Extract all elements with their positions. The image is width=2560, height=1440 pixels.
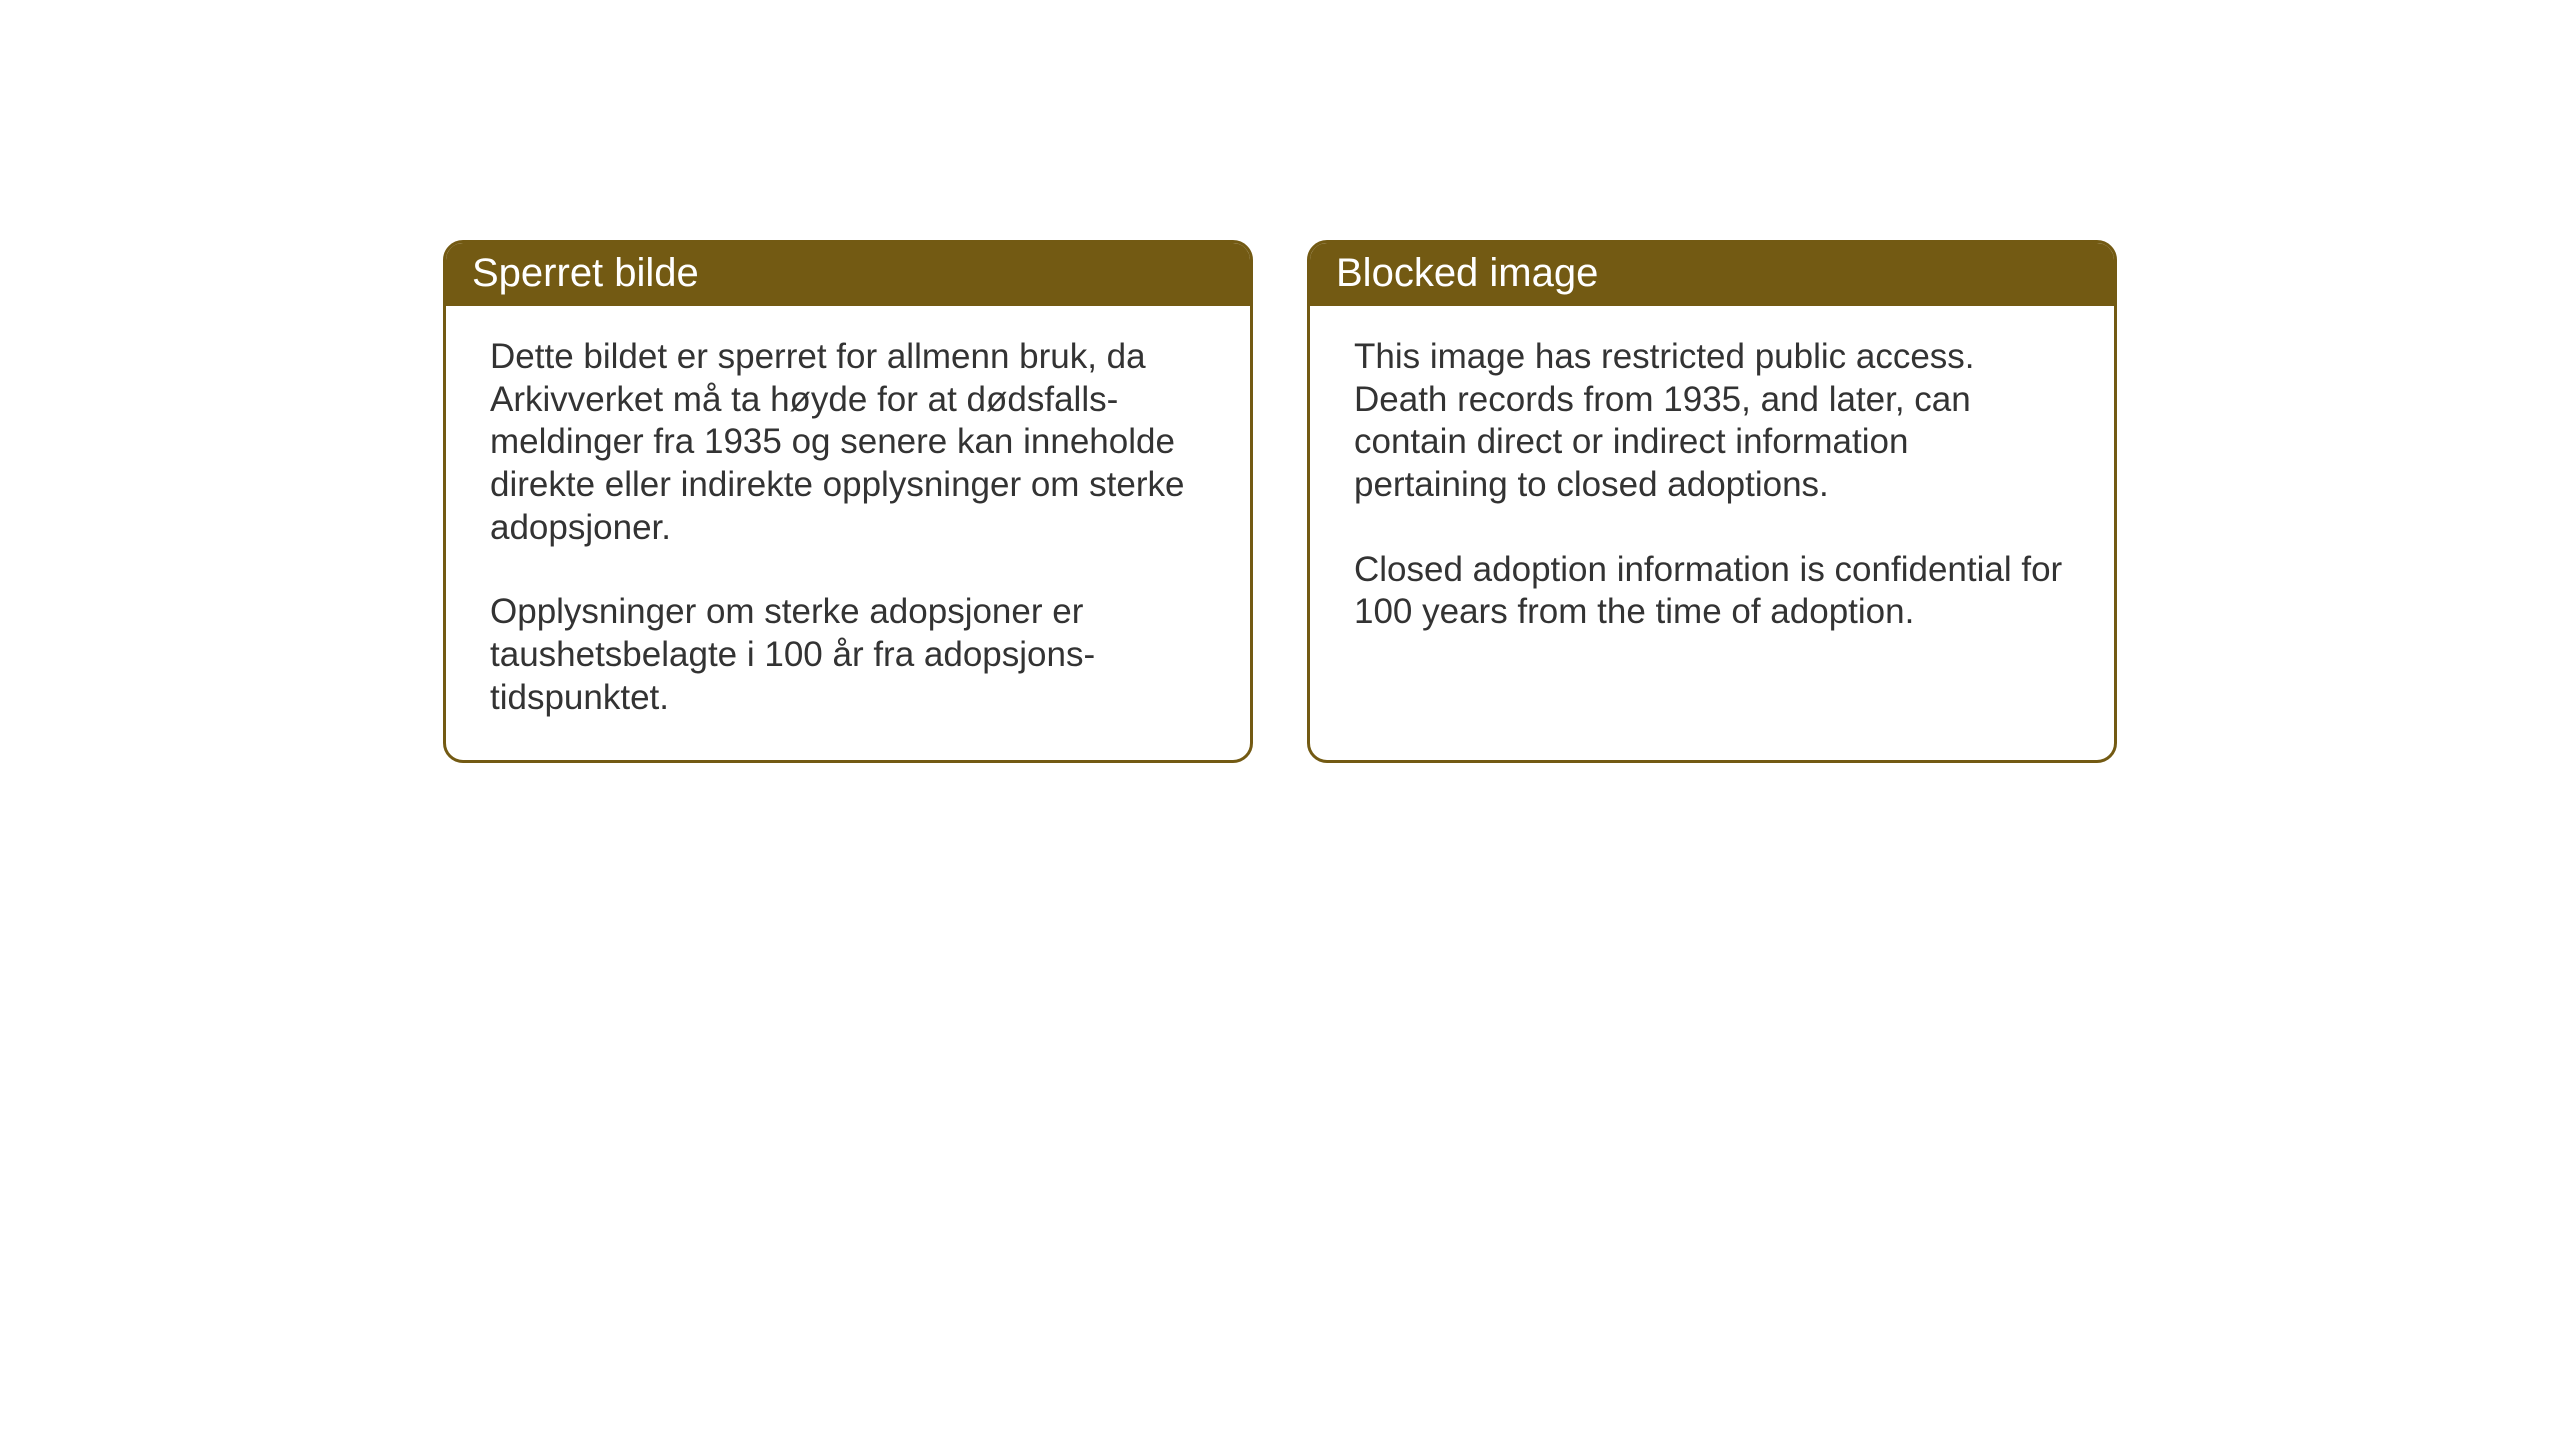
notice-card-english: Blocked image This image has restricted … [1307,240,2117,763]
card-body: Dette bildet er sperret for allmenn bruk… [446,306,1250,760]
card-paragraph: Opplysninger om sterke adopsjoner er tau… [490,591,1206,719]
card-title: Sperret bilde [472,251,699,295]
notice-container: Sperret bilde Dette bildet er sperret fo… [0,0,2560,763]
card-header: Blocked image [1310,243,2114,306]
notice-card-norwegian: Sperret bilde Dette bildet er sperret fo… [443,240,1253,763]
card-body: This image has restricted public access.… [1310,306,2114,674]
card-paragraph: Closed adoption information is confident… [1354,549,2070,634]
card-title: Blocked image [1336,251,1598,295]
card-paragraph: Dette bildet er sperret for allmenn bruk… [490,336,1206,549]
card-paragraph: This image has restricted public access.… [1354,336,2070,507]
card-header: Sperret bilde [446,243,1250,306]
